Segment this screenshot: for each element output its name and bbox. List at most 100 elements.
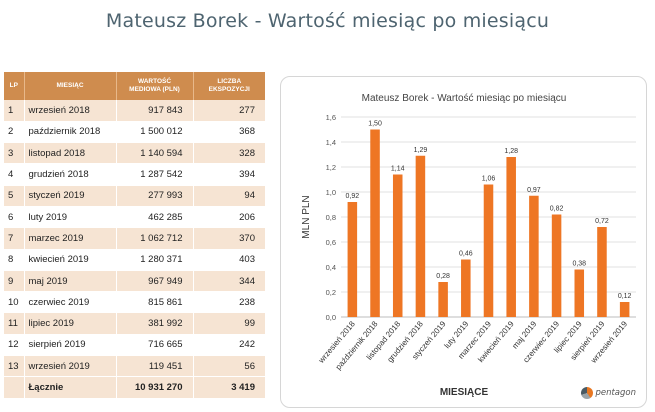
cell-value: 967 949 [116,270,194,293]
chart-panel: Mateusz Borek - Wartość miesiąc po miesi… [280,76,647,408]
table-row: 9 maj 2019 967 949 344 [4,270,265,293]
table-row: 10 czerwiec 2019 815 861 238 [4,291,265,314]
cell-count: 238 [193,291,265,314]
cell-total-label: Łącznie [24,376,117,399]
cell-lp: 7 [4,227,25,250]
cell-lp [4,376,25,399]
pentagon-logo-icon [581,387,594,399]
bar [529,195,539,317]
table-row: 12 sierpień 2019 716 665 242 [4,334,265,357]
cell-value: 815 861 [116,291,194,314]
cell-value: 119 451 [116,355,194,378]
y-tick-label: 0,0 [326,313,336,322]
cell-lp: 9 [4,270,25,293]
chart-title: Mateusz Borek - Wartość miesiąc po miesi… [362,93,567,104]
bar [574,269,585,317]
cell-count: 206 [193,206,265,229]
bar [461,259,471,317]
data-table: LP MIESIĄC WARTOŚĆ MEDIOWA (PLN) LICZBA … [4,72,265,399]
bar-value-label: 1,50 [368,121,382,128]
cell-value: 462 285 [116,206,194,229]
cell-month: czerwiec 2019 [24,291,117,314]
cell-month: luty 2019 [24,206,117,229]
cell-count: 344 [193,270,265,293]
table-row: 7 marzec 2019 1 062 712 370 [4,227,265,250]
bar-value-label: 1,06 [482,176,496,183]
bar-value-label: 1,14 [391,166,405,173]
bar-chart: Mateusz Borek - Wartość miesiąc po miesi… [301,93,636,398]
cell-value: 1 280 371 [116,249,194,271]
y-tick-label: 1,6 [326,113,336,122]
cell-lp: 2 [4,121,25,144]
table-row: 4 grudzień 2018 1 287 542 394 [4,163,265,186]
table-row: 11 lipiec 2019 381 992 99 [4,312,265,335]
cell-lp: 6 [4,206,25,229]
cell-lp: 10 [4,291,25,314]
y-tick-label: 1,2 [326,163,336,172]
bar [438,282,448,317]
cell-value: 1 500 012 [116,121,194,144]
cell-value: 277 993 [116,185,194,207]
table-header-row: LP MIESIĄC WARTOŚĆ MEDIOWA (PLN) LICZBA … [4,72,265,100]
cell-month: październik 2018 [24,121,117,144]
bar [551,214,562,317]
bar-value-label: 0,46 [459,251,473,258]
cell-month: styczeń 2019 [24,185,117,207]
cell-month: sierpień 2019 [24,334,117,357]
header-value-line2: MEDIOWA (PLN) [129,86,180,93]
bar-value-label: 0,92 [346,193,360,200]
cell-count: 403 [193,249,265,271]
cell-total-value: 10 931 270 [116,376,194,399]
cell-count: 94 [193,185,265,207]
table-row: 5 styczeń 2019 277 993 94 [4,185,265,207]
bar [415,155,426,317]
table-row: 6 luty 2019 462 285 206 [4,206,265,229]
cell-count: 370 [193,227,265,250]
cell-total-count: 3 419 [193,376,265,399]
cell-lp: 11 [4,312,25,335]
table-row: 1 wrzesień 2018 917 843 277 [4,100,265,122]
x-axis-title: MIESIĄCE [440,387,489,398]
header-count-line2: EKSPOZYCJI [208,86,250,93]
bar-value-label: 0,82 [550,206,564,213]
cell-value: 1 062 712 [116,227,194,250]
bar-value-label: 0,28 [436,273,450,280]
cell-month: lipiec 2019 [24,312,117,335]
cell-value: 917 843 [116,100,194,122]
pentagon-logo: pentagon [581,387,636,399]
bar [483,184,494,317]
bar-value-label: 0,38 [572,261,586,268]
bar [597,227,607,317]
y-tick-label: 1,4 [326,138,336,147]
cell-month: listopad 2018 [24,142,117,165]
table-total-row: Łącznie 10 931 270 3 419 [4,376,265,399]
cell-count: 368 [193,121,265,144]
y-tick-label: 0,4 [326,263,336,272]
bar [370,129,380,317]
header-value: WARTOŚĆ MEDIOWA (PLN) [116,72,194,100]
cell-count: 394 [193,163,265,186]
cell-month: wrzesień 2019 [24,355,117,378]
y-tick-label: 0,6 [326,238,336,247]
cell-lp: 1 [4,100,25,122]
header-count: LICZBA EKSPOZYCJI [193,72,265,100]
y-tick-label: 0,2 [326,288,336,297]
cell-value: 381 992 [116,312,194,335]
table-row: 8 kwiecień 2019 1 280 371 403 [4,249,265,271]
cell-month: wrzesień 2018 [24,100,117,122]
logo-text: pentagon [595,388,636,398]
header-count-line1: LICZBA [217,78,242,85]
cell-lp: 13 [4,355,25,378]
cell-value: 1 287 542 [116,163,194,186]
cell-value: 1 140 594 [116,142,194,165]
bar-value-label: 0,12 [618,293,632,300]
header-month: MIESIĄC [24,72,117,100]
cell-count: 56 [193,355,265,378]
y-axis-title: MLN PLN [301,195,312,238]
cell-lp: 3 [4,142,25,165]
cell-month: grudzień 2018 [24,163,117,186]
table-row: 13 wrzesień 2019 119 451 56 [4,355,265,378]
y-tick-label: 1,0 [326,188,336,197]
cell-count: 277 [193,100,265,122]
bar-value-label: 1,29 [414,147,428,154]
